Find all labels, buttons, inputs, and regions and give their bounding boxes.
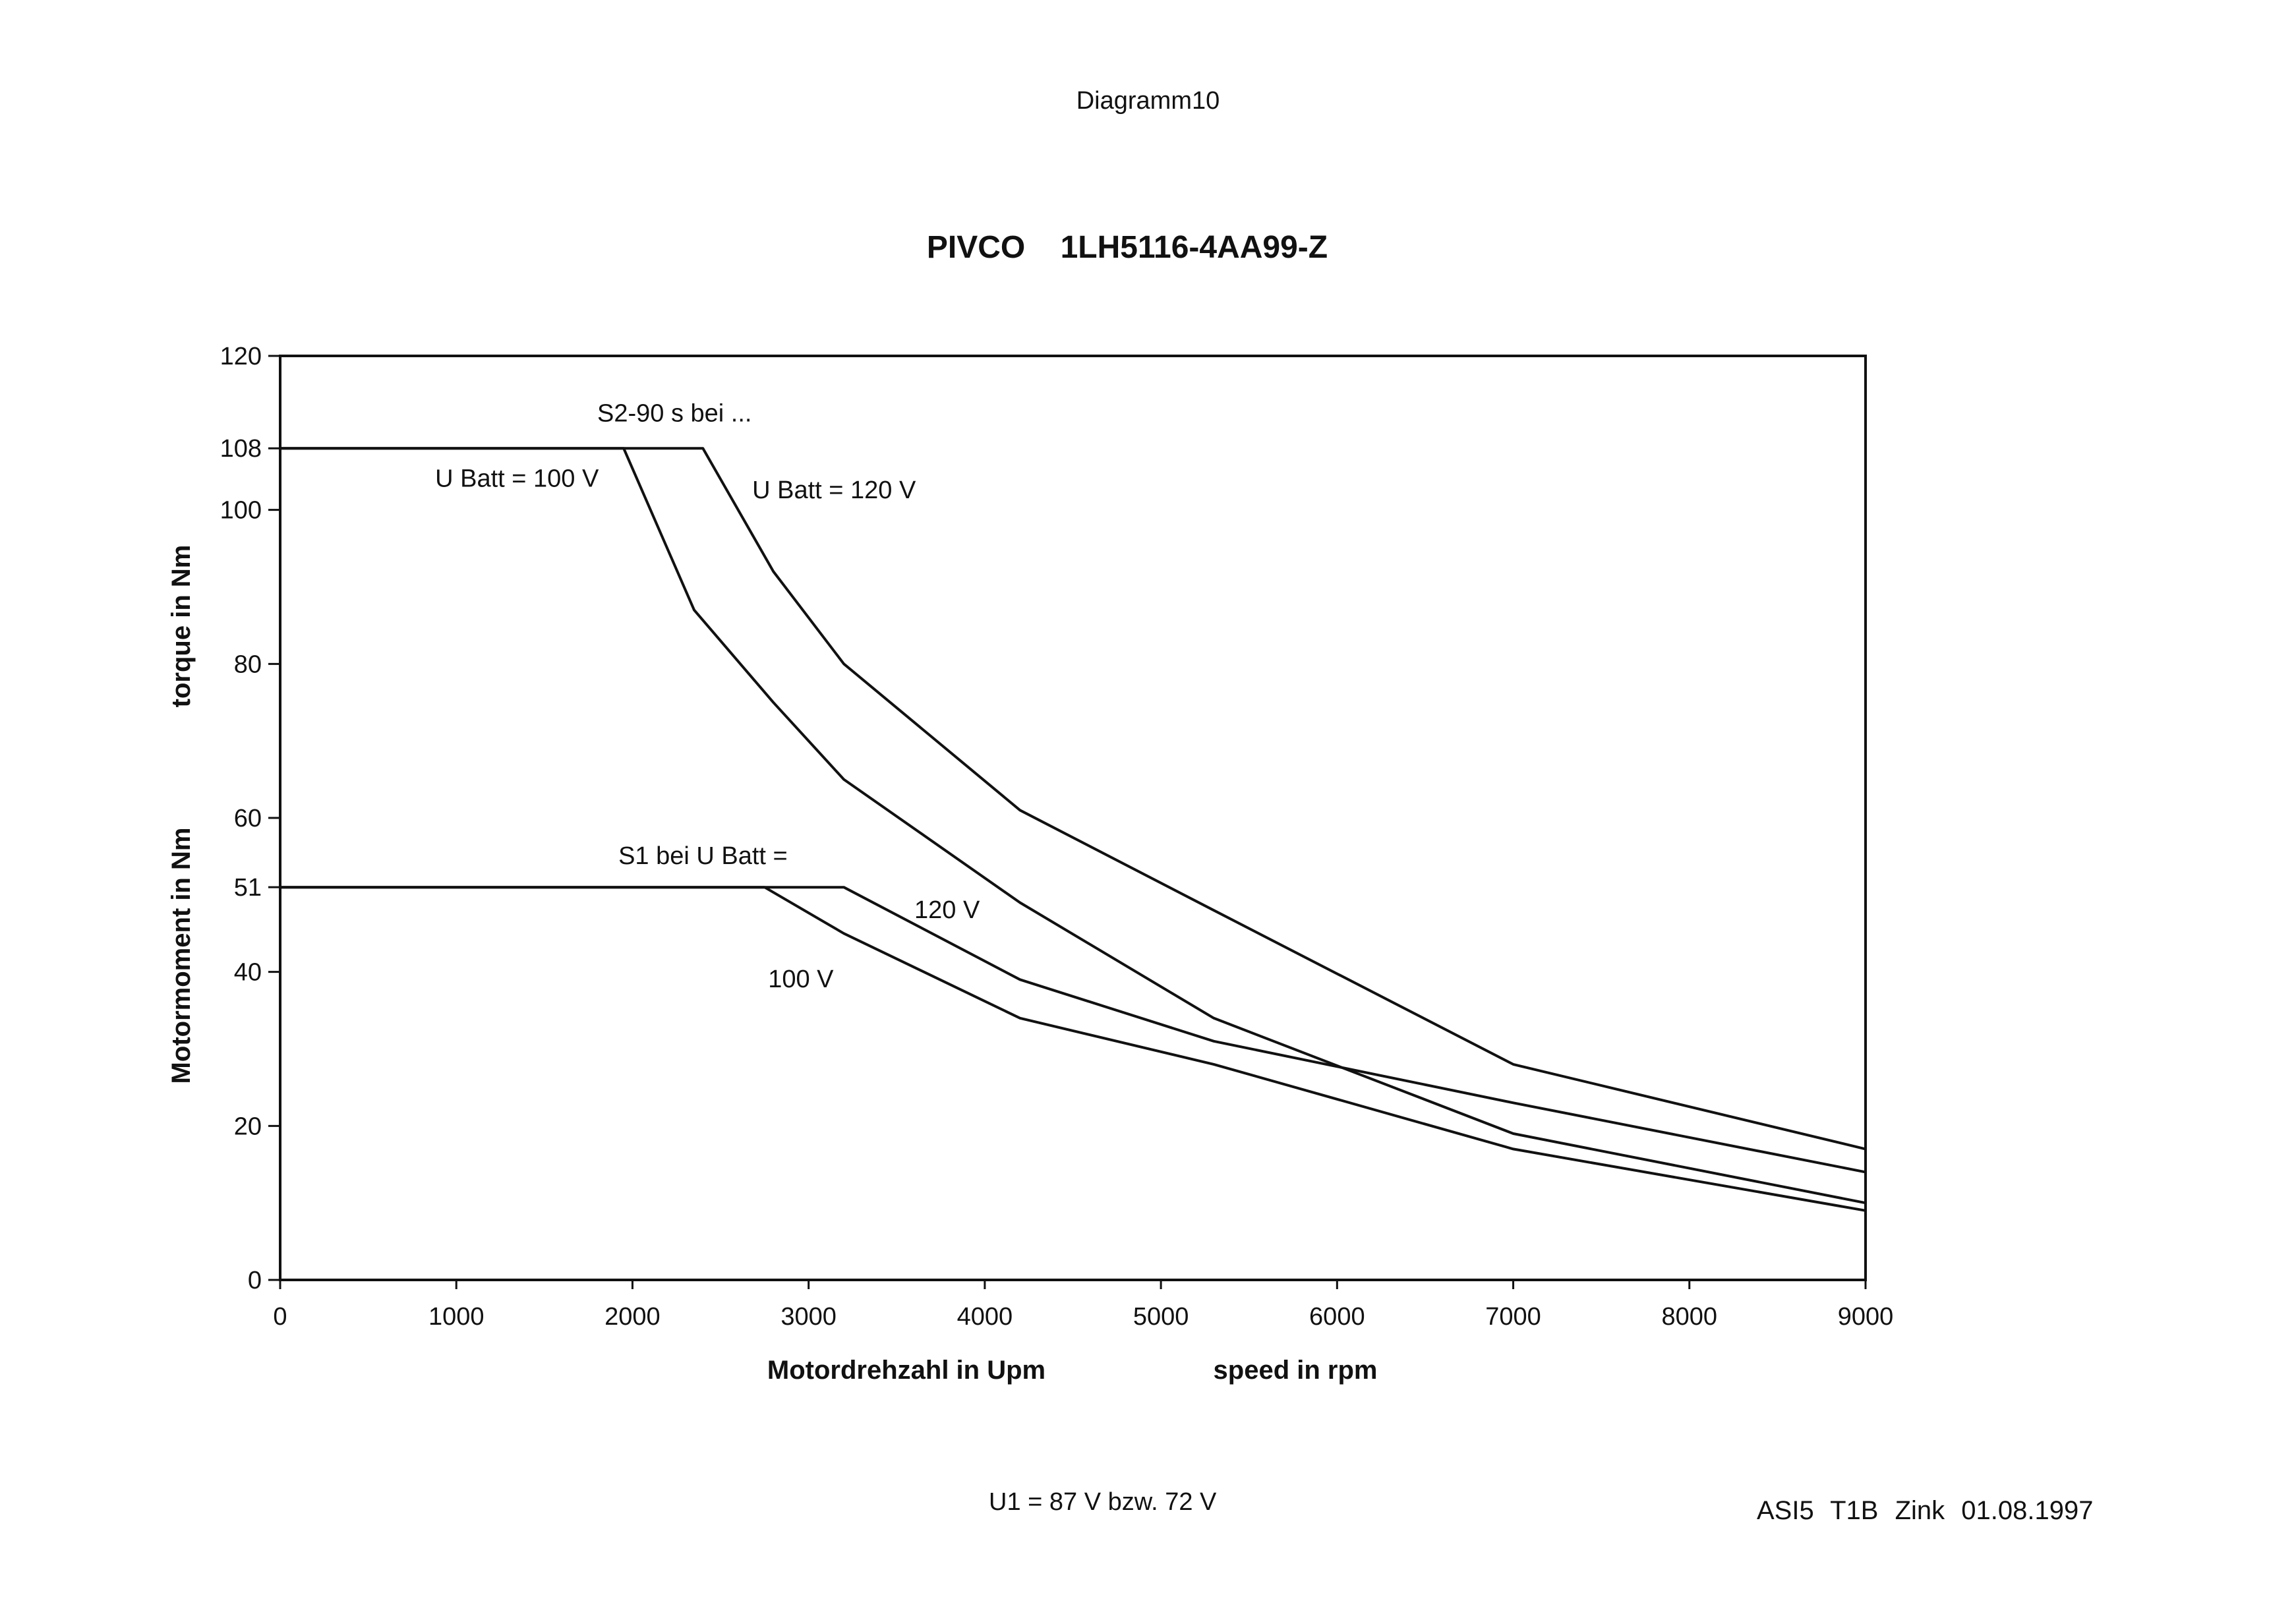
annotation-label-5: 120 V (914, 896, 980, 924)
y-tick-label: 20 (234, 1113, 262, 1140)
x-tick-label: 7000 (1485, 1303, 1541, 1331)
series-line-1 (280, 447, 1866, 1205)
y-tick-label: 108 (220, 435, 262, 463)
annotation-label-4: S1 bei U Batt = (618, 842, 788, 870)
plot-frame (279, 355, 1867, 1281)
series-lines (280, 447, 1866, 1212)
y-axis-label: Motormoment in Nm (167, 828, 196, 1084)
page-title: Diagramm10 (1076, 87, 1220, 115)
annotation-label-6: 100 V (768, 966, 834, 993)
plot-area-border (279, 355, 1867, 1281)
x-tick-label: 3000 (780, 1303, 837, 1331)
y-tick-label: 100 (220, 497, 262, 525)
y-axis-label-en: torque in Nm (167, 545, 196, 708)
x-tick-label: 4000 (957, 1303, 1013, 1331)
footer-signature: ASI5 T1B Zink 01.08.1997 (1757, 1496, 2094, 1525)
y-tick-label: 80 (234, 651, 262, 678)
series-line-4 (280, 886, 1866, 1174)
y-axis-ticks: 0 20 40 51 60 80 100 108 120 (220, 343, 280, 1294)
annotations: S2-90 s bei ... U Batt = 100 V U Batt = 12… (435, 399, 980, 993)
x-tick-label: 8000 (1662, 1303, 1718, 1331)
x-axis-label-en: speed in rpm (1214, 1356, 1378, 1385)
x-tick-label: 1000 (428, 1303, 485, 1331)
series-line-3 (280, 886, 1866, 1212)
x-tick-label: 0 (273, 1303, 287, 1331)
series-line-2 (280, 447, 1866, 1151)
x-tick-label: 9000 (1838, 1303, 1894, 1331)
y-tick-label: 40 (234, 959, 262, 987)
annotation-label-1: S2-90 s bei ... (597, 399, 751, 427)
y-tick-label: 60 (234, 805, 262, 832)
y-tick-label: 51 (234, 874, 262, 902)
y-tick-label: 120 (220, 343, 262, 370)
x-axis-label: Motordrehzahl in Upm (767, 1356, 1045, 1385)
x-tick-label: 5000 (1133, 1303, 1189, 1331)
annotation-label-3: U Batt = 120 V (752, 477, 916, 504)
footer-note: U1 = 87 V bzw. 72 V (989, 1488, 1217, 1516)
annotation-label-2: U Batt = 100 V (435, 465, 599, 493)
chart-title: PIVCO 1LH5116-4AA99-Z (926, 230, 1328, 265)
x-tick-label: 2000 (604, 1303, 661, 1331)
x-axis-ticks: 0 1000 2000 3000 4000 5000 6000 7000 8000 9000 (273, 1280, 1893, 1331)
x-tick-label: 6000 (1309, 1303, 1365, 1331)
y-tick-label: 0 (248, 1267, 262, 1294)
